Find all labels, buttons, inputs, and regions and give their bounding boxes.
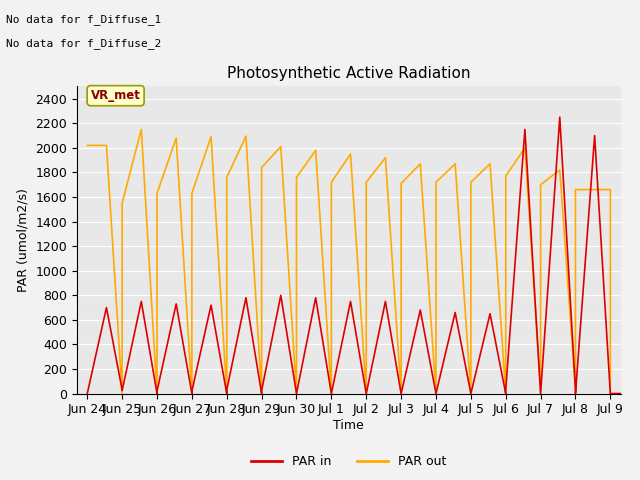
Text: No data for f_Diffuse_1: No data for f_Diffuse_1 [6,14,162,25]
Text: No data for f_Diffuse_2: No data for f_Diffuse_2 [6,38,162,49]
Text: VR_met: VR_met [91,89,141,102]
Y-axis label: PAR (umol/m2/s): PAR (umol/m2/s) [17,188,29,292]
Title: Photosynthetic Active Radiation: Photosynthetic Active Radiation [227,66,470,81]
Legend: PAR in, PAR out: PAR in, PAR out [246,450,451,473]
X-axis label: Time: Time [333,419,364,432]
